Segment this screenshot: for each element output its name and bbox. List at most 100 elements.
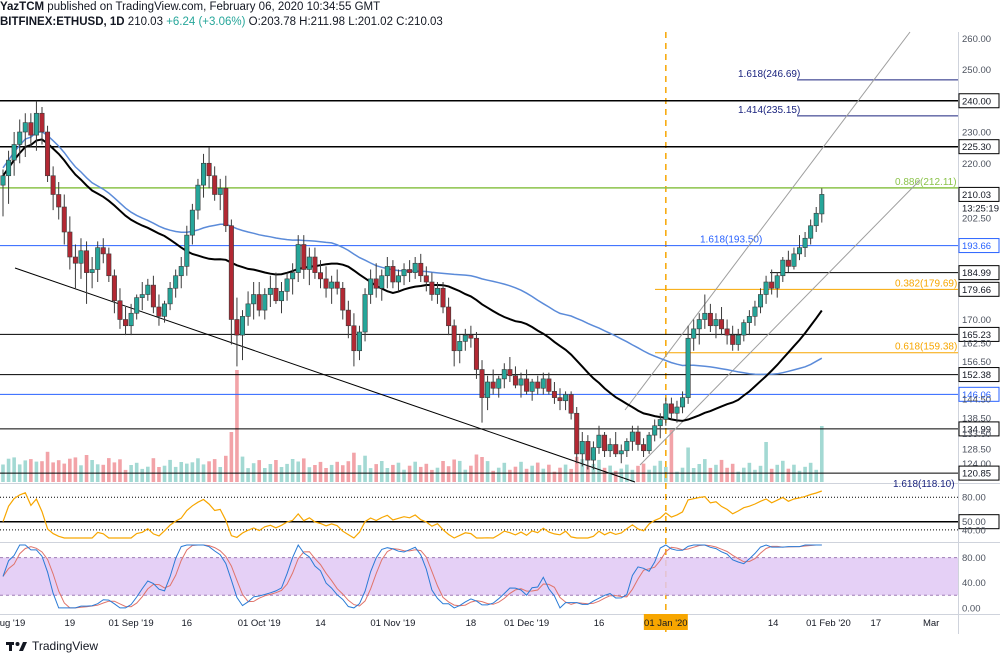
candle-down	[585, 441, 591, 461]
volume-bar	[691, 468, 696, 482]
volume-bar	[669, 430, 674, 482]
fib-level-label: 1.414(235.15)	[738, 105, 800, 116]
candle-down	[574, 412, 580, 455]
candle-down	[730, 334, 736, 345]
price-label-box	[958, 386, 1000, 402]
fib-level-label: 0.886(212.11)	[895, 177, 957, 188]
volume-bar	[240, 456, 245, 482]
candle-up	[657, 419, 663, 427]
candle-down	[785, 259, 791, 267]
volume-bar	[318, 461, 323, 482]
candle-up	[178, 266, 184, 277]
volume-bar	[613, 470, 618, 482]
candle-up	[11, 144, 17, 161]
candle-up	[540, 378, 546, 389]
volume-bar	[413, 461, 417, 482]
candle-down	[390, 266, 396, 283]
volume-bar	[335, 461, 339, 482]
volume-bar	[736, 471, 741, 482]
volume-bar	[157, 467, 161, 482]
ma-200-line	[2, 130, 823, 376]
volume-bar	[363, 455, 367, 482]
chart-header: YazTCM published on TradingView.com, Feb…	[0, 0, 1000, 32]
volume-bar	[485, 461, 490, 482]
candle-up	[290, 272, 296, 280]
author-name[interactable]: YazTCM	[0, 1, 45, 13]
candle-up	[217, 187, 223, 195]
candle-up	[251, 294, 257, 305]
volume-bar	[769, 468, 774, 482]
stoch-k-line	[2, 543, 822, 609]
volume-bar	[385, 468, 390, 482]
candle-down	[490, 381, 496, 389]
time-axis-label: 16	[594, 618, 605, 629]
rsi-axis-label: 40.00	[962, 525, 986, 536]
channel-line	[639, 179, 921, 466]
candle-down	[668, 403, 674, 414]
time-axis-label: 01 Feb '20	[806, 618, 851, 629]
tradingview-logo[interactable]: TradingView	[6, 639, 98, 653]
price-label-box	[958, 93, 1000, 109]
candle-down	[724, 328, 730, 336]
candle-up	[162, 303, 168, 317]
candle-up	[384, 266, 390, 277]
price-chart[interactable]: 1.618(246.69) 1.414(235.15) 0.886(212.11) 1…	[0, 0, 1000, 634]
candle-down	[468, 334, 474, 339]
candle-up	[278, 291, 284, 302]
candle-up	[791, 253, 797, 267]
volume-bar	[407, 465, 412, 482]
candle-up	[696, 319, 702, 330]
ma-50-line	[2, 138, 823, 422]
volume-bar	[396, 462, 401, 482]
price-label-box	[958, 265, 1000, 281]
candle-up	[685, 337, 691, 398]
stoch-axis-label: 80.00	[962, 553, 986, 564]
volume-bar	[675, 471, 679, 482]
volume-bar	[290, 459, 295, 482]
candle-up	[195, 184, 201, 211]
candle-down	[473, 337, 479, 370]
volume-bar	[45, 451, 50, 482]
candle-down	[340, 287, 346, 311]
candle-down	[317, 272, 323, 280]
price-label-box	[958, 326, 1000, 342]
candle-down	[345, 309, 351, 327]
rsi-line	[2, 490, 823, 539]
volume-bar	[558, 467, 562, 482]
price-label-box	[958, 421, 1000, 437]
volume-bar	[686, 447, 690, 482]
volume-bar	[146, 466, 150, 482]
volume-bar	[352, 452, 356, 482]
tradingview-logo-icon	[6, 642, 27, 651]
volume-bar	[196, 458, 200, 482]
candle-up	[774, 275, 780, 289]
publish-info: published on TradingView.com, February 0…	[47, 1, 381, 13]
candle-up	[139, 294, 145, 298]
volume-bar	[602, 467, 607, 482]
volume-bar	[680, 467, 685, 482]
volume-bar	[430, 469, 434, 482]
candle-down	[568, 394, 574, 414]
candle-up	[78, 250, 84, 264]
rsi-axis-label: 80.00	[962, 493, 986, 504]
candle-up	[485, 381, 491, 398]
volume-bar	[496, 467, 501, 482]
ohlc-values: O:203.78 H:211.98 L:201.02 C:210.03	[248, 16, 443, 28]
volume-bar	[786, 468, 791, 482]
candle-down	[635, 431, 641, 445]
price-axis-label: 220.00	[962, 159, 991, 170]
volume-bar	[162, 465, 167, 482]
candle-up	[412, 262, 418, 273]
candle-up	[618, 450, 624, 455]
candle-up	[819, 194, 825, 215]
time-axis-label: 01 Jan '20	[644, 618, 688, 629]
time-axis-highlight	[643, 614, 688, 630]
volume-bar	[296, 461, 301, 482]
volume-bar	[212, 459, 217, 482]
candle-up	[596, 434, 602, 448]
volume-bar	[29, 459, 33, 482]
price-axis-label: 202.50	[962, 213, 991, 224]
time-axis-label: 01 Nov '19	[370, 618, 415, 629]
candle-down	[440, 287, 446, 308]
symbol-name[interactable]: BITFINEX:ETHUSD, 1D	[0, 16, 125, 28]
